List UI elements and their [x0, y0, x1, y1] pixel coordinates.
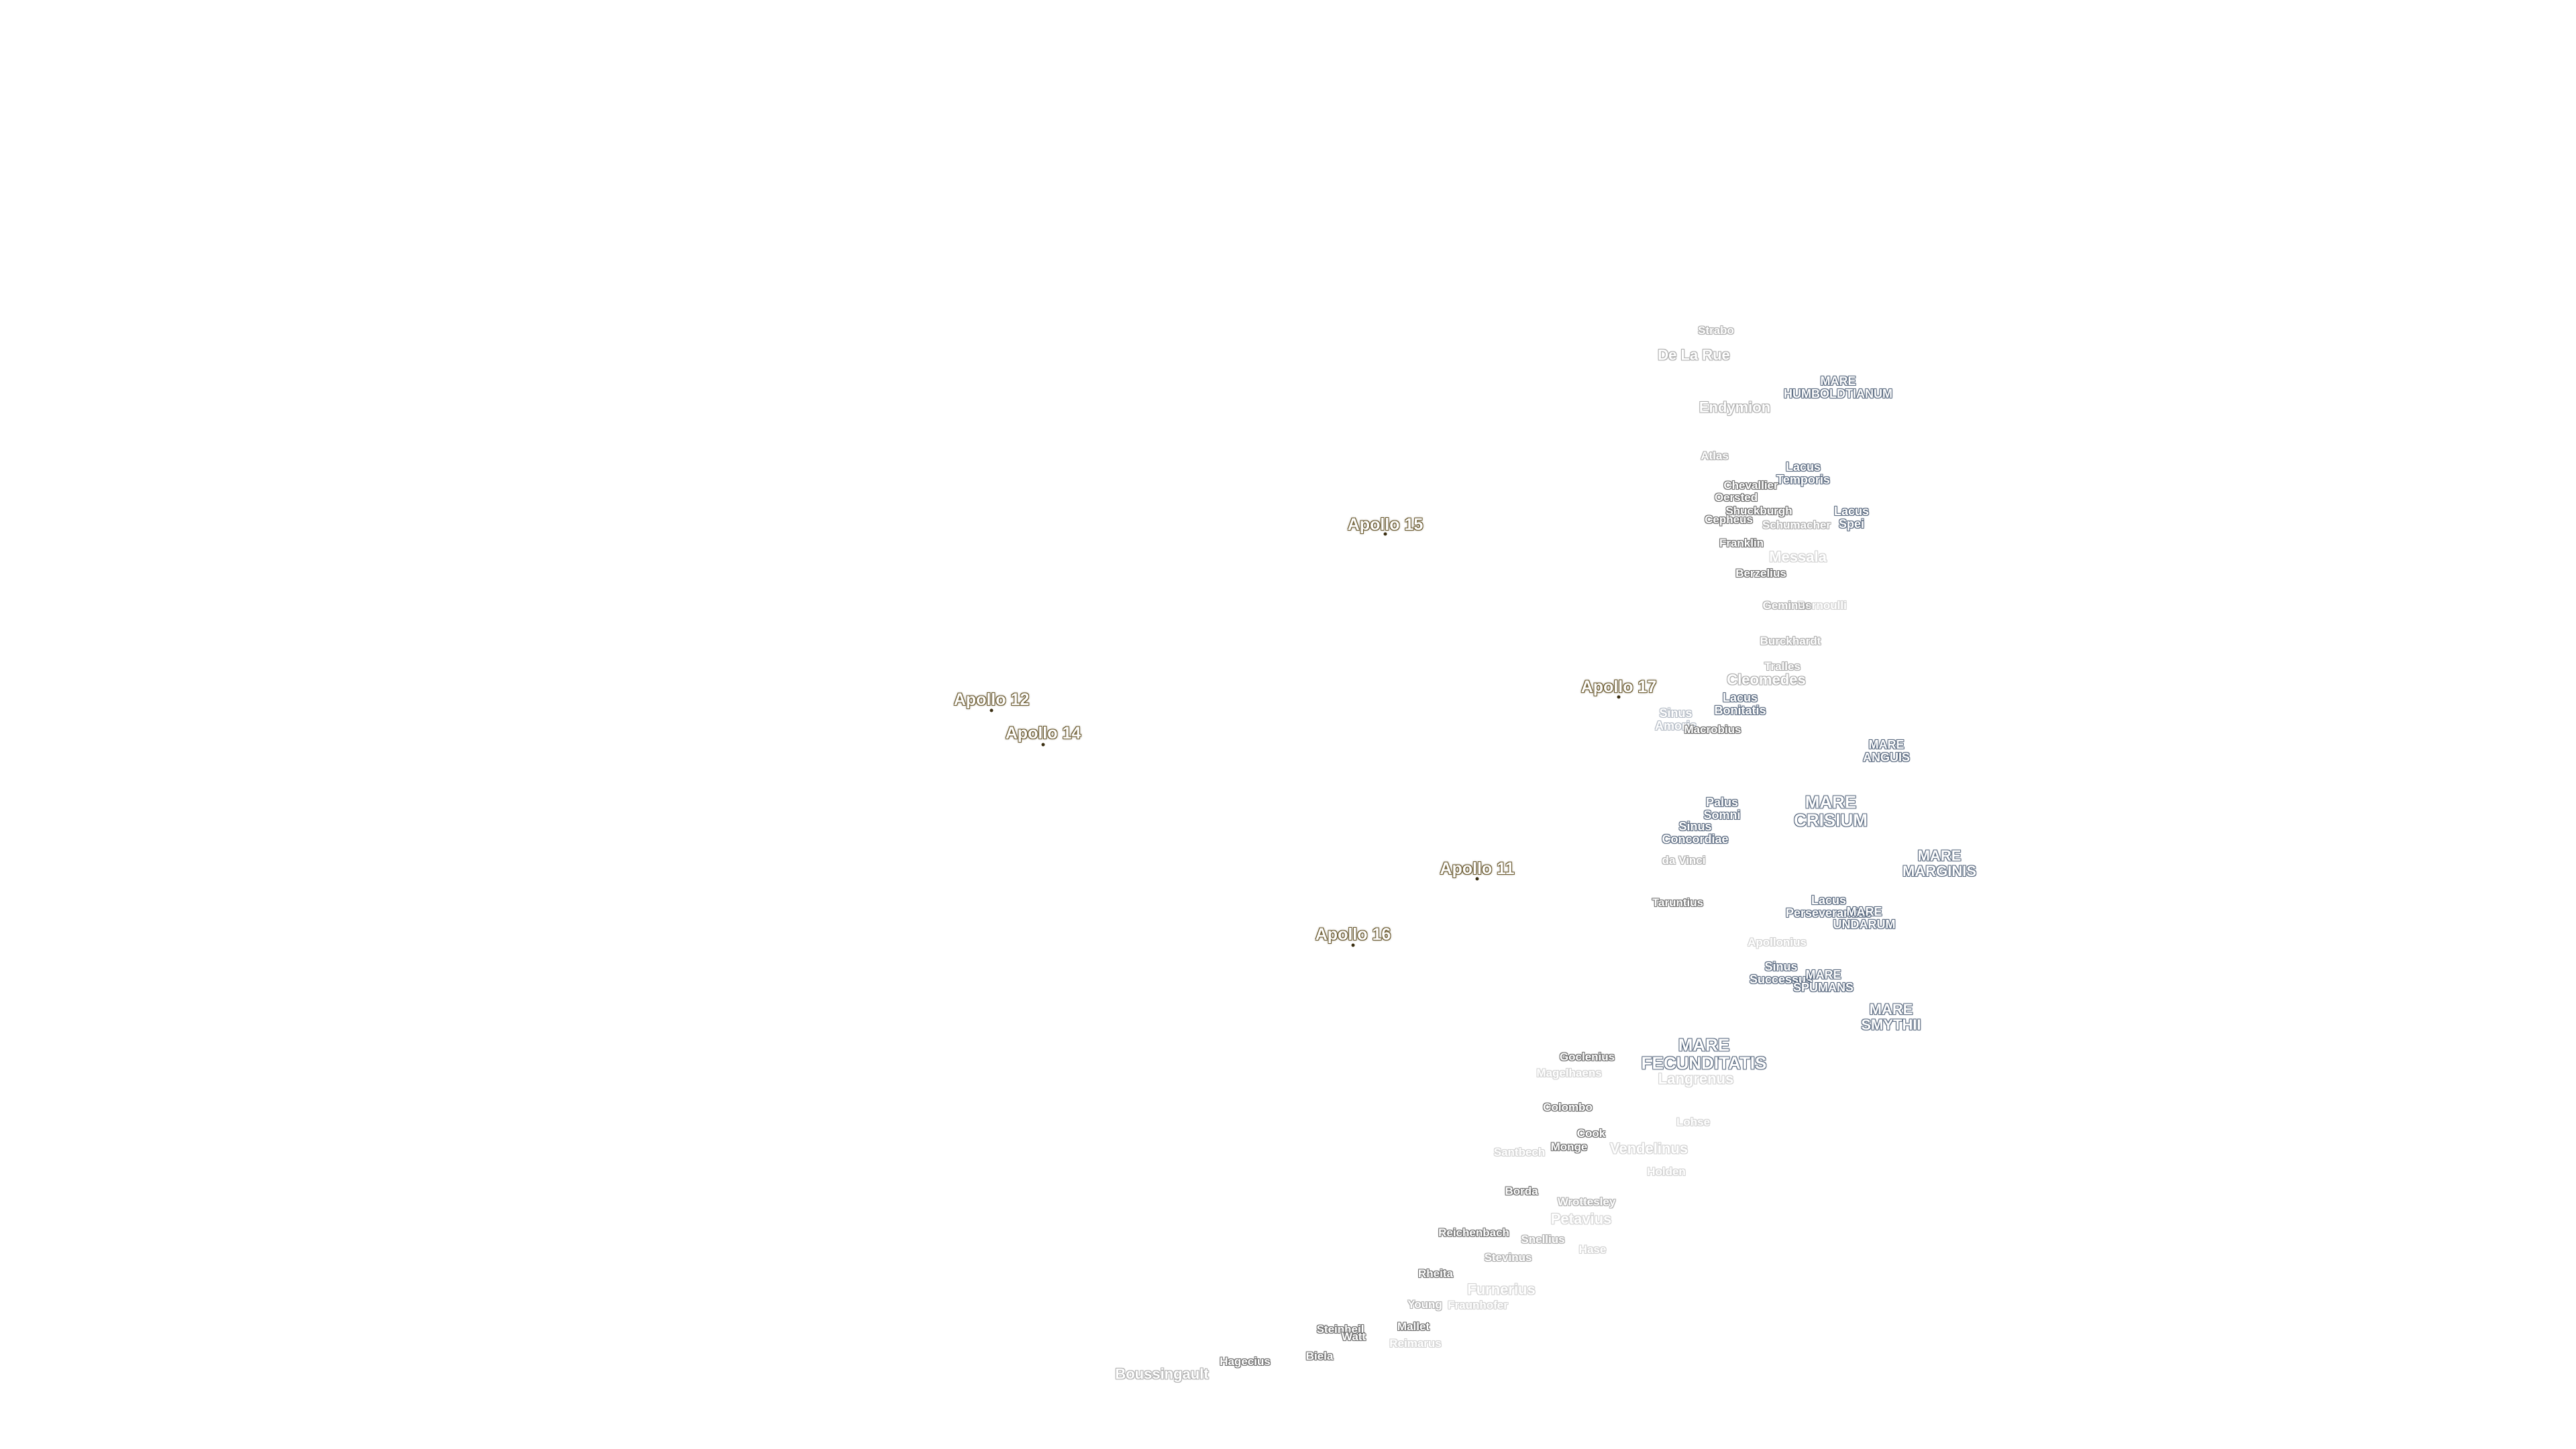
apollo-12-label[interactable]: Apollo 12 [953, 690, 1030, 709]
crater-label: Reichenbach [1438, 1226, 1509, 1240]
apollo-16-label[interactable]: Apollo 16 [1315, 924, 1391, 944]
crater-label: Borda [1505, 1185, 1538, 1198]
crater-label: Vendelinus [1609, 1140, 1688, 1157]
crater-label: Tralles [1764, 660, 1801, 674]
crater-label: Cleomedes [1727, 671, 1806, 688]
lacus-spei-label: Lacus Spei [1833, 504, 1870, 531]
crater-label: Santbech [1493, 1146, 1546, 1159]
crater-label: Steinheil [1316, 1323, 1364, 1336]
crater-label: Rheita [1418, 1267, 1453, 1281]
crater-label: De La Rue [1658, 346, 1730, 364]
crater-label: Furnerius [1467, 1281, 1536, 1298]
crater-label: Taruntius [1652, 896, 1704, 910]
crater-label: Magelhaens [1536, 1067, 1602, 1080]
crater-label: da Vinci [1662, 854, 1706, 867]
crater-label: Young [1407, 1298, 1442, 1311]
crater-label: Schumacher [1762, 519, 1831, 532]
apollo-15-label[interactable]: Apollo 15 [1347, 515, 1424, 534]
crater-label: Snellius [1521, 1233, 1565, 1246]
mare-spumans-label: MARE SPUMANS [1792, 968, 1854, 994]
crater-label: Bernoulli [1797, 599, 1847, 612]
crater-label: Chevallier [1723, 479, 1778, 492]
mare-humboldtianum-label: MARE HUMBOLDTIANUM [1784, 374, 1892, 400]
crater-label: Goclenius [1559, 1051, 1615, 1064]
crater-label: Cepheus [1705, 513, 1753, 527]
apollo-11-marker [1475, 877, 1479, 881]
mare-crisium-label: MARE CRISIUM [1794, 792, 1868, 830]
apollo-11-label[interactable]: Apollo 11 [1440, 859, 1515, 878]
crater-label: Macrobius [1684, 723, 1741, 737]
crater-label: Holden [1647, 1165, 1686, 1179]
crater-label: Fraunhofer [1448, 1299, 1508, 1312]
crater-label: Biela [1305, 1350, 1334, 1363]
apollo-15-marker [1383, 532, 1387, 536]
crater-label: Hase [1578, 1243, 1607, 1256]
crater-label: Messala [1769, 548, 1827, 566]
crater-label: Endymion [1699, 398, 1771, 416]
crater-label: Stevinus [1484, 1251, 1532, 1265]
mare-smythii-label: MARE SMYTHII [1861, 1000, 1921, 1033]
crater-label: Berzelius [1735, 567, 1786, 580]
crater-label: Oersted [1714, 491, 1758, 504]
crater-label: Lohse [1676, 1116, 1711, 1129]
crater-label: Colombo [1543, 1101, 1593, 1114]
mare-anguis-label: MARE ANGUIS [1862, 738, 1911, 764]
sinus-concordiae-label: Sinus Concordiae [1662, 820, 1729, 846]
crater-label: Hagecius [1220, 1355, 1271, 1368]
crater-label: Apollonius [1748, 936, 1807, 949]
crater-label: Langrenus [1658, 1070, 1734, 1087]
crater-label: Mallet [1397, 1320, 1430, 1334]
crater-label: Franklin [1719, 537, 1764, 550]
mare-marginis-label: MARE MARGINIS [1902, 847, 1976, 879]
lacus-temporis-label: Lacus Temporis [1776, 460, 1830, 486]
crater-label: Cook [1576, 1127, 1606, 1140]
palus-somni-label: Palus Somni [1703, 796, 1741, 822]
sinus-amoris-label: Sinus Amoris [1654, 706, 1697, 733]
apollo-17-label[interactable]: Apollo 17 [1580, 677, 1657, 696]
crater-label: Wrottesley [1557, 1195, 1616, 1209]
crater-label: Reimarus [1389, 1337, 1442, 1350]
apollo-14-label[interactable]: Apollo 14 [1005, 723, 1081, 743]
lacus-bonitatis-label: Lacus Bonitatis [1714, 691, 1766, 717]
apollo-16-marker [1351, 943, 1355, 947]
crater-label: Atlas [1701, 449, 1729, 463]
crater-label: Strabo [1698, 324, 1734, 337]
crater-label: Shuckburgh [1725, 504, 1792, 518]
apollo-14-marker [1041, 743, 1045, 747]
sinus-successus-label: Sinus Successus [1749, 960, 1813, 986]
apollo-17-marker [1617, 695, 1621, 699]
crater-label: Petavius [1550, 1210, 1612, 1228]
lacus-perseverantiae-label: Lacus Perseverantiae [1785, 894, 1872, 920]
mare-fecunditatis-label: MARE FECUNDITATIS [1641, 1034, 1767, 1073]
crater-label: Geminus [1762, 599, 1812, 612]
crater-label: Monge [1550, 1140, 1588, 1154]
apollo-12-marker [989, 708, 994, 712]
crater-label: Boussingault [1115, 1365, 1209, 1383]
mare-undarum-label: MARE UNDARUM [1833, 905, 1896, 931]
crater-label: Burckhardt [1760, 635, 1821, 648]
crater-label: Watt [1341, 1330, 1366, 1344]
